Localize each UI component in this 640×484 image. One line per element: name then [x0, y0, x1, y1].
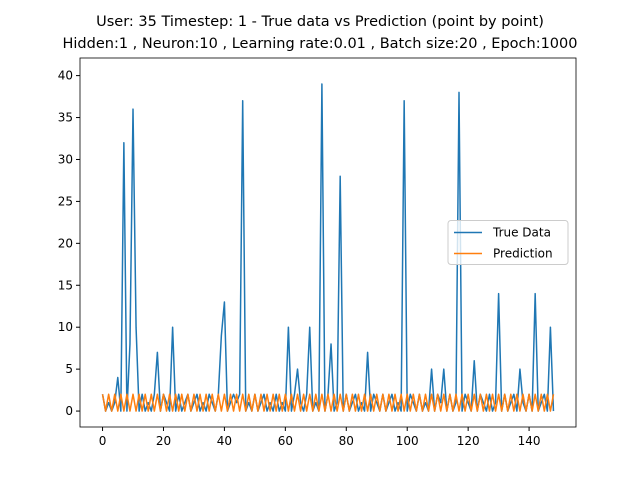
x-tick-label: 140 — [518, 434, 541, 448]
x-tick-label: 120 — [457, 434, 480, 448]
x-tick-label: 100 — [396, 434, 419, 448]
y-tick-label: 25 — [58, 194, 73, 208]
legend-label: True Data — [492, 226, 551, 240]
y-tick-label: 35 — [58, 111, 73, 125]
chart-title: User: 35 Timestep: 1 - True data vs Pred… — [96, 14, 544, 30]
plot-frame — [79, 57, 577, 428]
x-tick-label: 80 — [339, 434, 354, 448]
y-tick-label: 40 — [58, 69, 73, 83]
y-tick-label: 10 — [58, 320, 73, 334]
y-tick-label: 5 — [65, 362, 73, 376]
chart-subtitle: Hidden:1 , Neuron:10 , Learning rate:0.0… — [63, 36, 578, 52]
x-tick-label: 40 — [217, 434, 232, 448]
y-tick-label: 0 — [65, 404, 73, 418]
legend-label: Prediction — [493, 247, 553, 261]
y-tick-label: 30 — [58, 152, 73, 166]
x-tick-label: 60 — [278, 434, 293, 448]
x-tick-label: 20 — [156, 434, 171, 448]
data-line — [101, 393, 555, 412]
y-tick-label: 15 — [58, 278, 73, 292]
x-tick-label: 0 — [99, 434, 107, 448]
y-tick-label: 20 — [58, 236, 73, 250]
